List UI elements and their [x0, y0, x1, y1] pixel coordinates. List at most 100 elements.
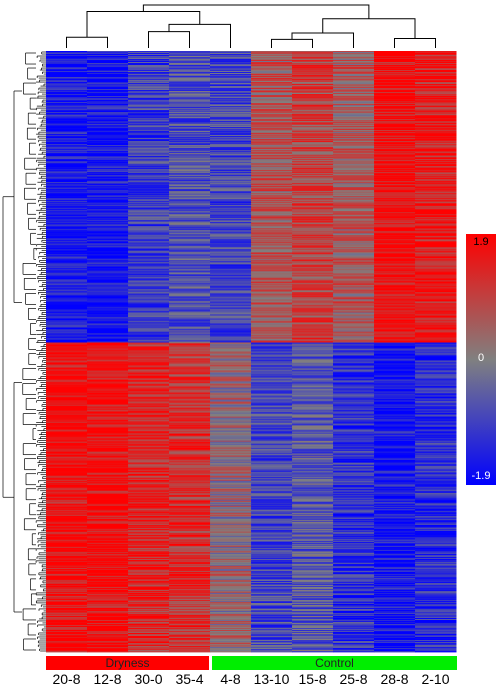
heatmap-cell	[251, 480, 293, 483]
heatmap-cell	[415, 226, 457, 228]
heatmap-cell	[333, 387, 375, 389]
heatmap-cell	[415, 346, 457, 348]
heatmap-cell	[415, 386, 457, 388]
heatmap-cell	[292, 105, 334, 107]
heatmap-cell	[128, 231, 170, 233]
heatmap-cell	[415, 264, 457, 266]
heatmap-cell	[128, 160, 170, 162]
heatmap-cell	[374, 146, 416, 148]
heatmap-cell	[292, 147, 334, 149]
heatmap-cell	[333, 216, 375, 218]
dendrogram-branch	[322, 18, 416, 39]
heatmap-cell	[46, 450, 88, 453]
heatmap-cell	[169, 337, 211, 339]
heatmap-cell	[169, 416, 211, 419]
heatmap-cell	[251, 372, 293, 374]
heatmap-cell	[333, 436, 375, 439]
heatmap-cell	[169, 430, 211, 433]
heatmap-cell	[169, 97, 211, 99]
heatmap-cell	[128, 204, 170, 206]
heatmap-cell	[46, 461, 88, 464]
heatmap-cell	[415, 183, 457, 185]
heatmap-cell	[292, 294, 334, 296]
heatmap-cell	[374, 339, 416, 341]
heatmap-cell	[128, 316, 170, 318]
heatmap-cell	[415, 181, 457, 183]
heatmap-cell	[374, 424, 416, 427]
heatmap-cell	[87, 284, 129, 286]
heatmap-cell	[333, 114, 375, 116]
heatmap-cell	[128, 112, 170, 114]
heatmap-cell	[46, 184, 88, 186]
heatmap-cell	[374, 195, 416, 197]
heatmap-cell	[292, 348, 334, 350]
heatmap-cell	[210, 328, 252, 330]
heatmap-cell	[210, 334, 252, 336]
heatmap-cell	[292, 129, 334, 131]
heatmap-cell	[292, 467, 334, 470]
heatmap-cell	[333, 389, 375, 391]
heatmap-cell	[292, 229, 334, 231]
heatmap-cell	[128, 409, 170, 411]
heatmap-cell	[415, 472, 457, 475]
heatmap-cell	[210, 333, 252, 335]
heatmap-cell	[292, 179, 334, 181]
heatmap-cell	[251, 238, 293, 240]
heatmap-cell	[169, 274, 211, 276]
heatmap-cell	[251, 256, 293, 258]
heatmap-cell	[46, 219, 88, 221]
heatmap-cell	[128, 263, 170, 265]
heatmap-cell	[87, 195, 129, 197]
heatmap-cell	[374, 279, 416, 281]
heatmap-cell	[251, 438, 293, 441]
heatmap-cell	[415, 395, 457, 397]
heatmap-cell	[415, 295, 457, 297]
heatmap-cell	[374, 220, 416, 222]
heatmap-cell	[210, 435, 252, 438]
heatmap-cell	[415, 218, 457, 220]
heatmap-cell	[415, 82, 457, 84]
heatmap-cell	[374, 164, 416, 166]
heatmap-cell	[169, 324, 211, 326]
heatmap-cell	[169, 263, 211, 265]
heatmap-cell	[128, 174, 170, 176]
heatmap-cell	[374, 51, 416, 53]
heatmap-cell	[292, 286, 334, 288]
heatmap-cell	[128, 417, 170, 420]
heatmap-cell	[292, 169, 334, 171]
row-dendrogram	[2, 51, 46, 652]
heatmap-cell	[251, 417, 293, 420]
heatmap-cell	[46, 482, 88, 485]
heatmap-cell	[169, 162, 211, 164]
heatmap-cell	[169, 422, 211, 425]
heatmap-cell	[333, 454, 375, 457]
heatmap-cell	[169, 209, 211, 211]
heatmap-cell	[374, 251, 416, 253]
heatmap-cell	[251, 344, 293, 346]
heatmap-cell	[292, 162, 334, 164]
heatmap-cell	[251, 83, 293, 85]
heatmap-cell	[128, 447, 170, 450]
heatmap-cell	[87, 80, 129, 82]
heatmap-cell	[251, 106, 293, 108]
heatmap-cell	[374, 468, 416, 471]
heatmap-cell	[46, 159, 88, 161]
heatmap-cell	[251, 77, 293, 79]
heatmap-cell	[415, 307, 457, 309]
heatmap-cell	[128, 354, 170, 356]
heatmap-cell	[87, 329, 129, 331]
heatmap-cell	[169, 107, 211, 109]
heatmap-cell	[87, 336, 129, 338]
heatmap-cell	[46, 351, 88, 353]
heatmap-cell	[87, 444, 129, 447]
heatmap-cell	[251, 214, 293, 216]
heatmap-cell	[46, 112, 88, 114]
heatmap-cell	[415, 72, 457, 74]
heatmap-cell	[415, 416, 457, 419]
heatmap-cell	[292, 408, 334, 410]
heatmap-cell	[169, 412, 211, 414]
dendrogram-branch	[66, 36, 108, 48]
heatmap-cell	[292, 258, 334, 260]
heatmap-cell	[415, 433, 457, 436]
heatmap-cell	[374, 359, 416, 361]
